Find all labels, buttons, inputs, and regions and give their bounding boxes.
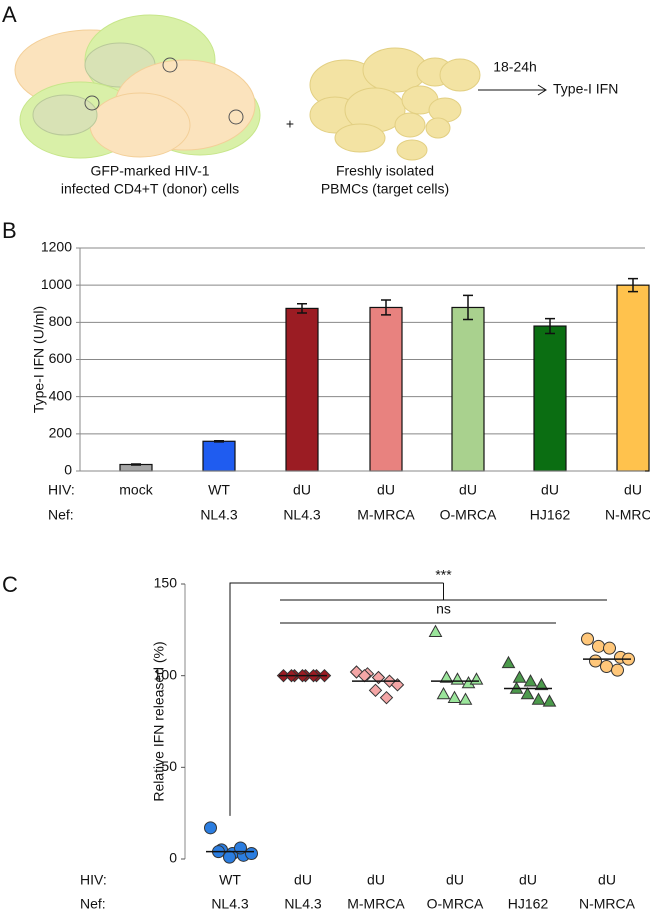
diagram-label: Freshly isolated xyxy=(336,163,434,179)
x-tick-label: dU xyxy=(367,872,385,888)
y-tick-label: 800 xyxy=(49,313,73,329)
error-bar xyxy=(381,299,391,316)
y-axis-label: Type-I IFN (U/ml) xyxy=(31,306,47,413)
dot xyxy=(520,686,535,700)
bar xyxy=(285,307,319,472)
dot xyxy=(534,677,549,691)
dot xyxy=(469,672,484,685)
bar xyxy=(202,440,236,472)
dot xyxy=(458,692,473,705)
error-bar xyxy=(463,294,473,321)
row-label: HIV: xyxy=(80,872,107,888)
bar xyxy=(369,306,403,472)
y-tick-label: 100 xyxy=(154,666,178,682)
x-tick-label: dU xyxy=(377,482,395,498)
x-tick-label: dU xyxy=(519,872,537,888)
donor-cells xyxy=(14,14,261,159)
result-label: Type-I IFN xyxy=(553,81,618,97)
y-tick-label: 150 xyxy=(154,575,178,591)
y-tick-label: 1000 xyxy=(41,276,72,292)
x-tick-label: N-MRCA xyxy=(579,896,636,912)
y-axis-label: Relative IFN released (%) xyxy=(151,641,167,801)
diagram-label: PBMCs (target cells) xyxy=(321,181,449,197)
x-tick-label: O-MRCA xyxy=(440,507,497,523)
y-tick-label: 1200 xyxy=(41,239,72,255)
dot xyxy=(439,670,454,683)
x-tick-label: dU xyxy=(624,482,642,498)
diagram-label: GFP-marked HIV-1 xyxy=(90,163,209,179)
dot xyxy=(223,850,236,864)
error-bar xyxy=(628,277,638,293)
x-tick-label: O-MRCA xyxy=(427,896,484,912)
dot xyxy=(447,690,462,703)
error-bar xyxy=(214,439,224,443)
x-tick-label: M-MRCA xyxy=(347,896,405,912)
time-label: 18-24h xyxy=(493,59,537,75)
x-tick-label: NL4.3 xyxy=(211,896,249,912)
dot xyxy=(592,639,605,653)
dot xyxy=(428,624,443,637)
dot xyxy=(581,632,594,646)
dot xyxy=(501,655,516,669)
x-tick-label: mock xyxy=(119,482,153,498)
dot xyxy=(368,683,383,698)
y-tick-label: 600 xyxy=(49,350,73,366)
dot xyxy=(512,670,527,683)
error-bar xyxy=(131,463,141,466)
row-label: HIV: xyxy=(48,482,75,498)
dot xyxy=(603,641,616,655)
dot xyxy=(611,663,624,677)
x-tick-label: N-MRCA xyxy=(605,507,650,523)
bar xyxy=(451,306,485,472)
diagram-label: infected CD4+T (donor) cells xyxy=(61,181,239,197)
dot xyxy=(390,678,405,692)
x-tick-label: WT xyxy=(208,482,230,498)
dot xyxy=(531,692,546,705)
plus: + xyxy=(286,116,294,132)
x-tick-label: dU xyxy=(598,872,616,888)
row-label: Nef: xyxy=(48,507,74,523)
x-tick-label: dU xyxy=(541,482,559,498)
dot xyxy=(245,847,258,860)
y-tick-label: 200 xyxy=(49,425,73,441)
x-tick-label: dU xyxy=(459,482,477,498)
dot xyxy=(600,660,613,673)
x-tick-label: HJ162 xyxy=(508,896,549,912)
annotation: *** xyxy=(435,567,452,583)
panel-label: A xyxy=(2,2,17,27)
dot xyxy=(542,694,557,707)
dot xyxy=(436,686,451,700)
panel-label: C xyxy=(2,572,18,597)
bar xyxy=(533,325,567,472)
x-tick-label: dU xyxy=(446,872,464,888)
error-bar xyxy=(297,303,307,314)
target-cells xyxy=(309,47,481,161)
arrow-head xyxy=(537,84,547,96)
x-tick-label: M-MRCA xyxy=(357,507,415,523)
error-bar xyxy=(545,317,555,335)
dot xyxy=(379,690,394,705)
annotation: ns xyxy=(436,601,451,617)
y-tick-label: 0 xyxy=(64,462,72,478)
panel-label: B xyxy=(2,218,17,243)
dot xyxy=(204,821,217,835)
dot xyxy=(450,672,465,685)
significance-bracket xyxy=(229,582,607,816)
x-tick-label: dU xyxy=(293,482,311,498)
y-tick-label: 0 xyxy=(169,850,177,866)
dot xyxy=(589,654,602,668)
y-tick-label: 50 xyxy=(161,758,177,774)
y-tick-label: 400 xyxy=(49,387,73,403)
bar xyxy=(616,284,650,472)
x-tick-label: NL4.3 xyxy=(284,896,322,912)
x-tick-label: WT xyxy=(219,872,241,888)
x-tick-label: HJ162 xyxy=(530,507,571,523)
x-tick-label: NL4.3 xyxy=(200,507,238,523)
row-label: Nef: xyxy=(80,896,106,912)
x-tick-label: NL4.3 xyxy=(283,507,321,523)
x-tick-label: dU xyxy=(294,872,312,888)
dot xyxy=(523,674,538,687)
